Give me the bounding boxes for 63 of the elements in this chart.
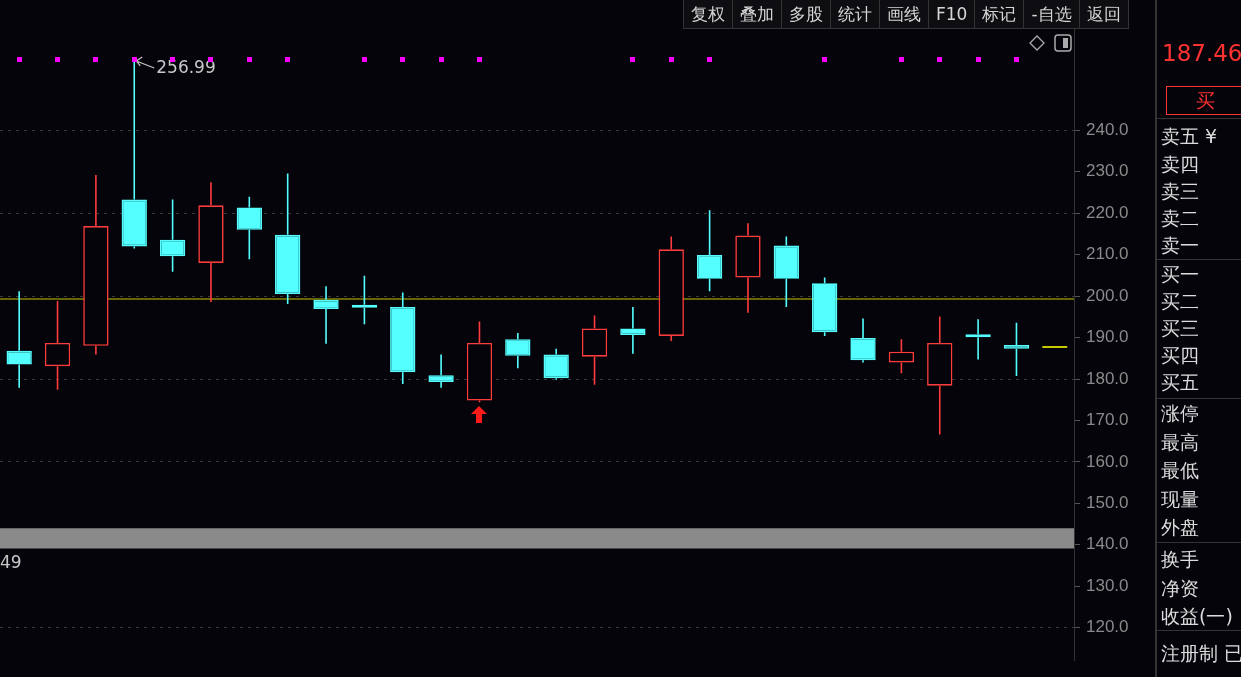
- candlestick: [850, 317, 876, 364]
- candlestick: [505, 332, 531, 370]
- text: 统计: [831, 0, 880, 28]
- text: 最高: [1161, 430, 1199, 455]
- candlestick: [390, 291, 416, 385]
- text: 收益(一): [1161, 604, 1233, 629]
- text: 买四: [1161, 343, 1199, 368]
- candlestick: [543, 347, 569, 381]
- candlestick: [581, 314, 608, 386]
- candlestick: [658, 235, 684, 342]
- candlestick: [735, 222, 761, 314]
- text: 标记: [975, 0, 1025, 28]
- text: 叠加: [733, 0, 782, 28]
- text: 多股: [782, 0, 831, 28]
- text: 买二: [1161, 289, 1199, 314]
- candlestick: [6, 290, 32, 389]
- annotation: 49: [0, 551, 22, 572]
- candlestick: [466, 320, 493, 404]
- text: -自选: [1024, 0, 1080, 28]
- y-tick-label: 140.0: [1086, 534, 1129, 554]
- y-tick-label: 210.0: [1086, 244, 1129, 264]
- text: 卖二: [1161, 206, 1199, 231]
- y-tick-label: 190.0: [1086, 327, 1129, 347]
- text: 卖一: [1161, 233, 1199, 258]
- candlestick: [696, 209, 723, 292]
- candlestick: [83, 174, 109, 356]
- candlestick: [313, 285, 339, 345]
- text: 换手: [1161, 547, 1199, 572]
- y-tick-label: 150.0: [1086, 493, 1129, 513]
- y-tick-label: 160.0: [1086, 451, 1129, 471]
- text: 外盘: [1161, 515, 1199, 540]
- candlestick: [44, 300, 71, 391]
- text: 最低: [1161, 458, 1199, 483]
- text: 187.46: [1162, 40, 1241, 66]
- text: 卖四: [1161, 152, 1199, 177]
- y-tick-label: 200.0: [1086, 285, 1129, 305]
- y-tick-label: 130.0: [1086, 575, 1129, 595]
- text: 买三: [1161, 316, 1199, 341]
- y-tick-label: 230.0: [1086, 161, 1129, 181]
- candlestick: [888, 338, 915, 374]
- text: 买五: [1161, 370, 1199, 395]
- candlestick: [198, 181, 224, 303]
- y-tick-label: 180.0: [1086, 368, 1129, 388]
- candlestick: [236, 195, 262, 261]
- text: 画线: [880, 0, 929, 28]
- text: 返回: [1079, 0, 1129, 28]
- text: 卖五 ¥: [1161, 124, 1218, 149]
- y-tick-label: 120.0: [1086, 617, 1129, 637]
- candlestick: [275, 172, 301, 305]
- text: 买: [1166, 86, 1241, 115]
- y-tick-label: 240.0: [1086, 120, 1129, 140]
- text: F10: [929, 0, 976, 28]
- y-tick-label: 170.0: [1086, 410, 1129, 430]
- text: 买一: [1161, 262, 1199, 287]
- text: 净资: [1161, 576, 1199, 601]
- text: 涨停: [1161, 401, 1199, 426]
- candlestick: [159, 198, 186, 273]
- text: 复权: [684, 0, 733, 28]
- text: 卖三: [1161, 179, 1199, 204]
- candlestick: [927, 315, 953, 436]
- candlestick: [773, 235, 799, 308]
- y-tick-label: 220.0: [1086, 202, 1129, 222]
- text: 现量: [1161, 487, 1199, 512]
